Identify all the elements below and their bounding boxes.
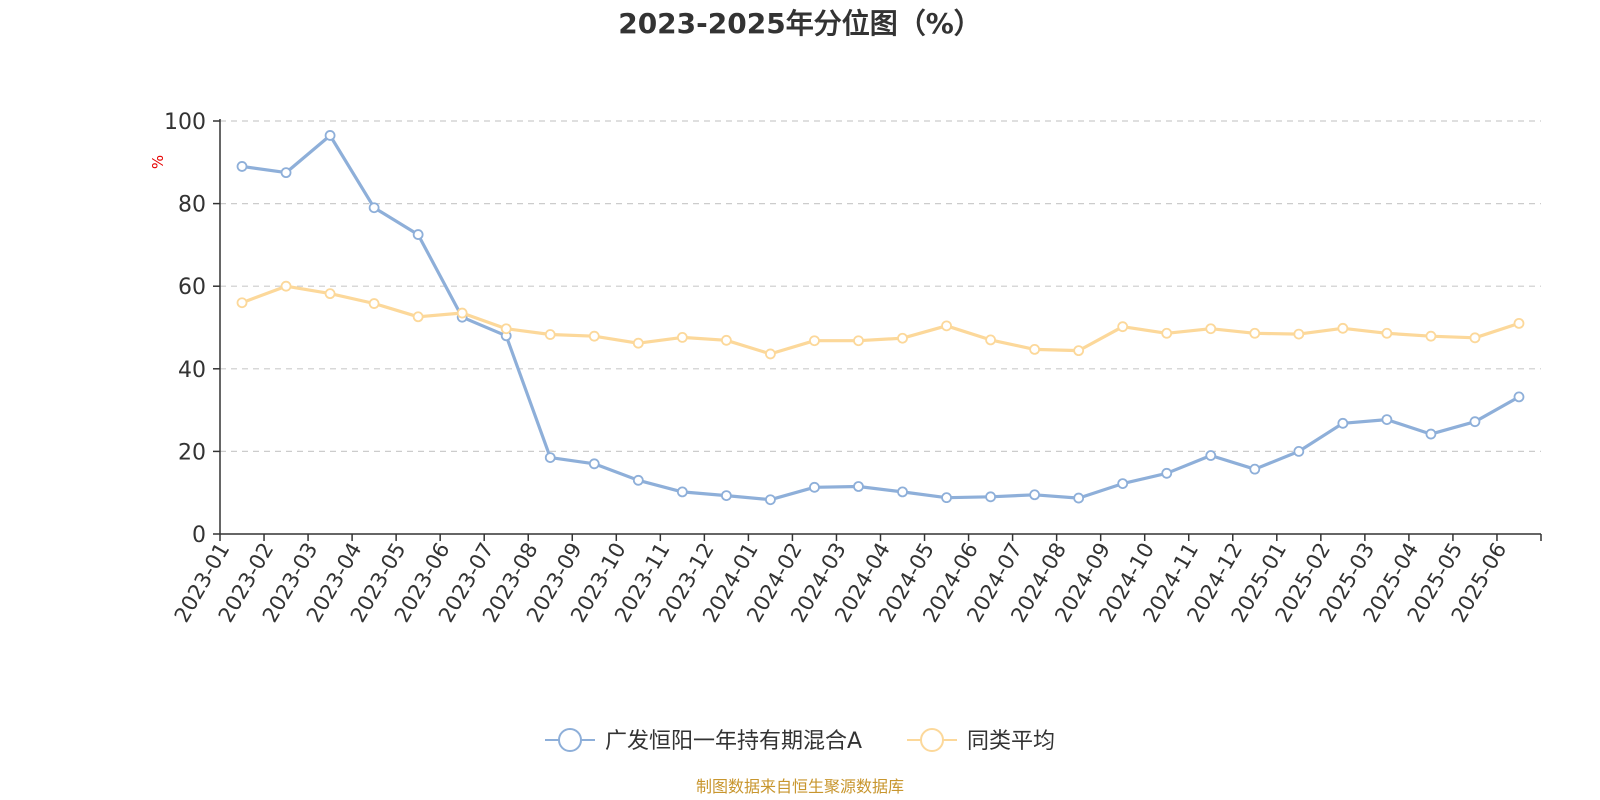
data-point[interactable] — [853, 481, 864, 492]
data-point[interactable] — [368, 202, 380, 214]
data-point[interactable] — [280, 280, 292, 292]
data-point[interactable] — [897, 332, 908, 344]
data-point[interactable] — [720, 490, 732, 501]
data-point[interactable] — [544, 329, 556, 340]
data-point[interactable] — [1381, 414, 1393, 425]
data-point[interactable] — [412, 311, 424, 323]
data-point[interactable] — [765, 494, 776, 506]
data-point[interactable] — [1337, 322, 1349, 334]
legend-label-fund: 广发恒阳一年持有期混合A — [605, 729, 862, 754]
y-tick-label: 60 — [178, 275, 206, 300]
data-point[interactable] — [1161, 327, 1173, 339]
data-point[interactable] — [720, 334, 732, 346]
data-point[interactable] — [1117, 478, 1129, 490]
y-tick-label: 100 — [164, 110, 206, 135]
data-point[interactable] — [632, 337, 644, 349]
data-point[interactable] — [1073, 492, 1085, 504]
data-point[interactable] — [544, 452, 556, 463]
data-point[interactable] — [500, 323, 512, 335]
data-point[interactable] — [765, 348, 776, 360]
y-tick-label: 80 — [178, 193, 206, 218]
legend-swatch-average-marker — [920, 728, 944, 752]
legend-item-category-average[interactable]: 同类平均 — [907, 728, 1055, 754]
data-point[interactable] — [1117, 321, 1129, 333]
data-point[interactable] — [1513, 391, 1525, 403]
data-point[interactable] — [1425, 330, 1437, 342]
y-tick-label: 40 — [178, 358, 206, 383]
data-point[interactable] — [1161, 467, 1173, 479]
data-source-note: 制图数据来自恒生聚源数据库 — [696, 777, 904, 796]
data-point[interactable] — [985, 491, 996, 503]
y-tick-label: 20 — [178, 440, 206, 465]
series-line — [241, 284, 1520, 356]
data-point[interactable] — [676, 332, 688, 343]
data-point[interactable] — [809, 481, 820, 493]
data-point[interactable] — [941, 320, 952, 332]
data-point[interactable] — [1469, 416, 1481, 428]
data-point[interactable] — [1469, 332, 1481, 344]
data-point[interactable] — [985, 334, 996, 346]
data-point[interactable] — [280, 167, 292, 179]
data-point[interactable] — [1205, 450, 1217, 461]
data-point[interactable] — [853, 335, 864, 347]
data-point[interactable] — [1029, 489, 1041, 501]
data-point[interactable] — [1029, 343, 1041, 355]
legend-swatch-fund-marker — [558, 728, 582, 752]
legend: 广发恒阳一年持有期混合A 同类平均 — [545, 728, 1055, 754]
data-point[interactable] — [324, 130, 336, 141]
data-point[interactable] — [1337, 417, 1349, 429]
data-point[interactable] — [676, 486, 688, 498]
data-point[interactable] — [1425, 428, 1437, 440]
data-point[interactable] — [1249, 463, 1261, 475]
data-point[interactable] — [588, 330, 600, 342]
data-point[interactable] — [1073, 345, 1085, 357]
data-point[interactable] — [236, 161, 248, 172]
series-0 — [236, 130, 1525, 506]
y-axis-unit-label: % — [149, 155, 167, 169]
data-point[interactable] — [1293, 445, 1305, 457]
gridlines — [220, 120, 1541, 452]
data-point[interactable] — [1381, 327, 1393, 339]
y-tick-label: 0 — [192, 523, 206, 548]
data-point[interactable] — [456, 307, 468, 319]
legend-label-average: 同类平均 — [967, 729, 1055, 754]
data-point[interactable] — [368, 298, 380, 309]
data-point[interactable] — [412, 229, 424, 240]
legend-item-fund[interactable]: 广发恒阳一年持有期混合A — [545, 728, 862, 754]
data-point[interactable] — [941, 492, 952, 504]
series-line — [241, 133, 1520, 502]
data-point[interactable] — [1249, 327, 1261, 339]
data-point[interactable] — [632, 474, 644, 486]
data-point[interactable] — [324, 288, 336, 300]
series-lines — [236, 130, 1525, 506]
data-point[interactable] — [1205, 323, 1217, 335]
series-1 — [236, 280, 1525, 360]
data-point[interactable] — [809, 335, 820, 347]
data-point[interactable] — [588, 458, 600, 470]
data-point[interactable] — [1293, 328, 1305, 340]
chart-title: 2023-2025年分位图（%） — [618, 7, 982, 40]
data-point[interactable] — [1513, 317, 1525, 329]
data-point[interactable] — [236, 297, 248, 309]
data-point[interactable] — [897, 486, 908, 498]
